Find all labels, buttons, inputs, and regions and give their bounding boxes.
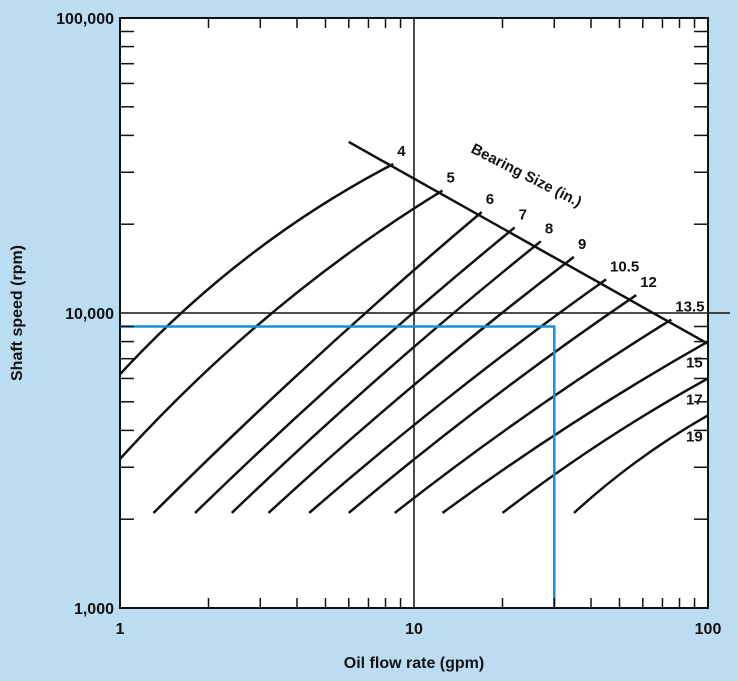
bearing-curve-15: [441, 340, 709, 514]
x-tick-label: 10: [405, 621, 423, 638]
bearing-size-label-15: 15: [686, 355, 703, 372]
max-speed-line: [348, 140, 709, 345]
example-lookup-path: [120, 325, 556, 608]
bearing-size-label-5: 5: [446, 170, 454, 187]
bearing-size-label-4: 4: [397, 143, 406, 160]
bearing-size-label-19: 19: [686, 428, 703, 445]
bearing-size-label-17: 17: [686, 391, 703, 408]
bearing-size-label-13-5: 13.5: [675, 299, 704, 316]
bearing-size-label-12: 12: [640, 274, 657, 291]
bearing-curve-12: [347, 294, 637, 514]
bearing-curve-4: [119, 162, 394, 376]
bearing-curve-13-5: [393, 318, 672, 514]
y-tick-label: 10,000: [65, 306, 114, 323]
bearing-curve-10-5: [308, 278, 607, 514]
bearing-size-label-9: 9: [578, 236, 586, 253]
bearing-size-label-7: 7: [519, 206, 527, 223]
y-tick-label: 1,000: [74, 601, 114, 618]
bearing-size-label-8: 8: [545, 220, 553, 237]
bearing-curve-6: [152, 211, 483, 514]
bearing-curve-9: [267, 255, 575, 514]
x-tick-label: 1: [116, 621, 125, 638]
bearing-curve-17: [501, 377, 709, 514]
bearing-size-label-6: 6: [486, 191, 494, 208]
x-axis-title: Oil flow rate (gpm): [344, 655, 484, 672]
y-axis-title: Shaft speed (rpm): [9, 245, 26, 381]
bearing-curve-5: [119, 189, 444, 460]
bearing-curve-19: [573, 414, 709, 514]
bearing-size-label-10-5: 10.5: [610, 258, 639, 275]
bearing-curve-7: [194, 226, 516, 514]
y-tick-label: 100,000: [56, 11, 114, 28]
x-tick-label: 100: [695, 621, 722, 638]
bearing-curve-8: [230, 240, 542, 514]
